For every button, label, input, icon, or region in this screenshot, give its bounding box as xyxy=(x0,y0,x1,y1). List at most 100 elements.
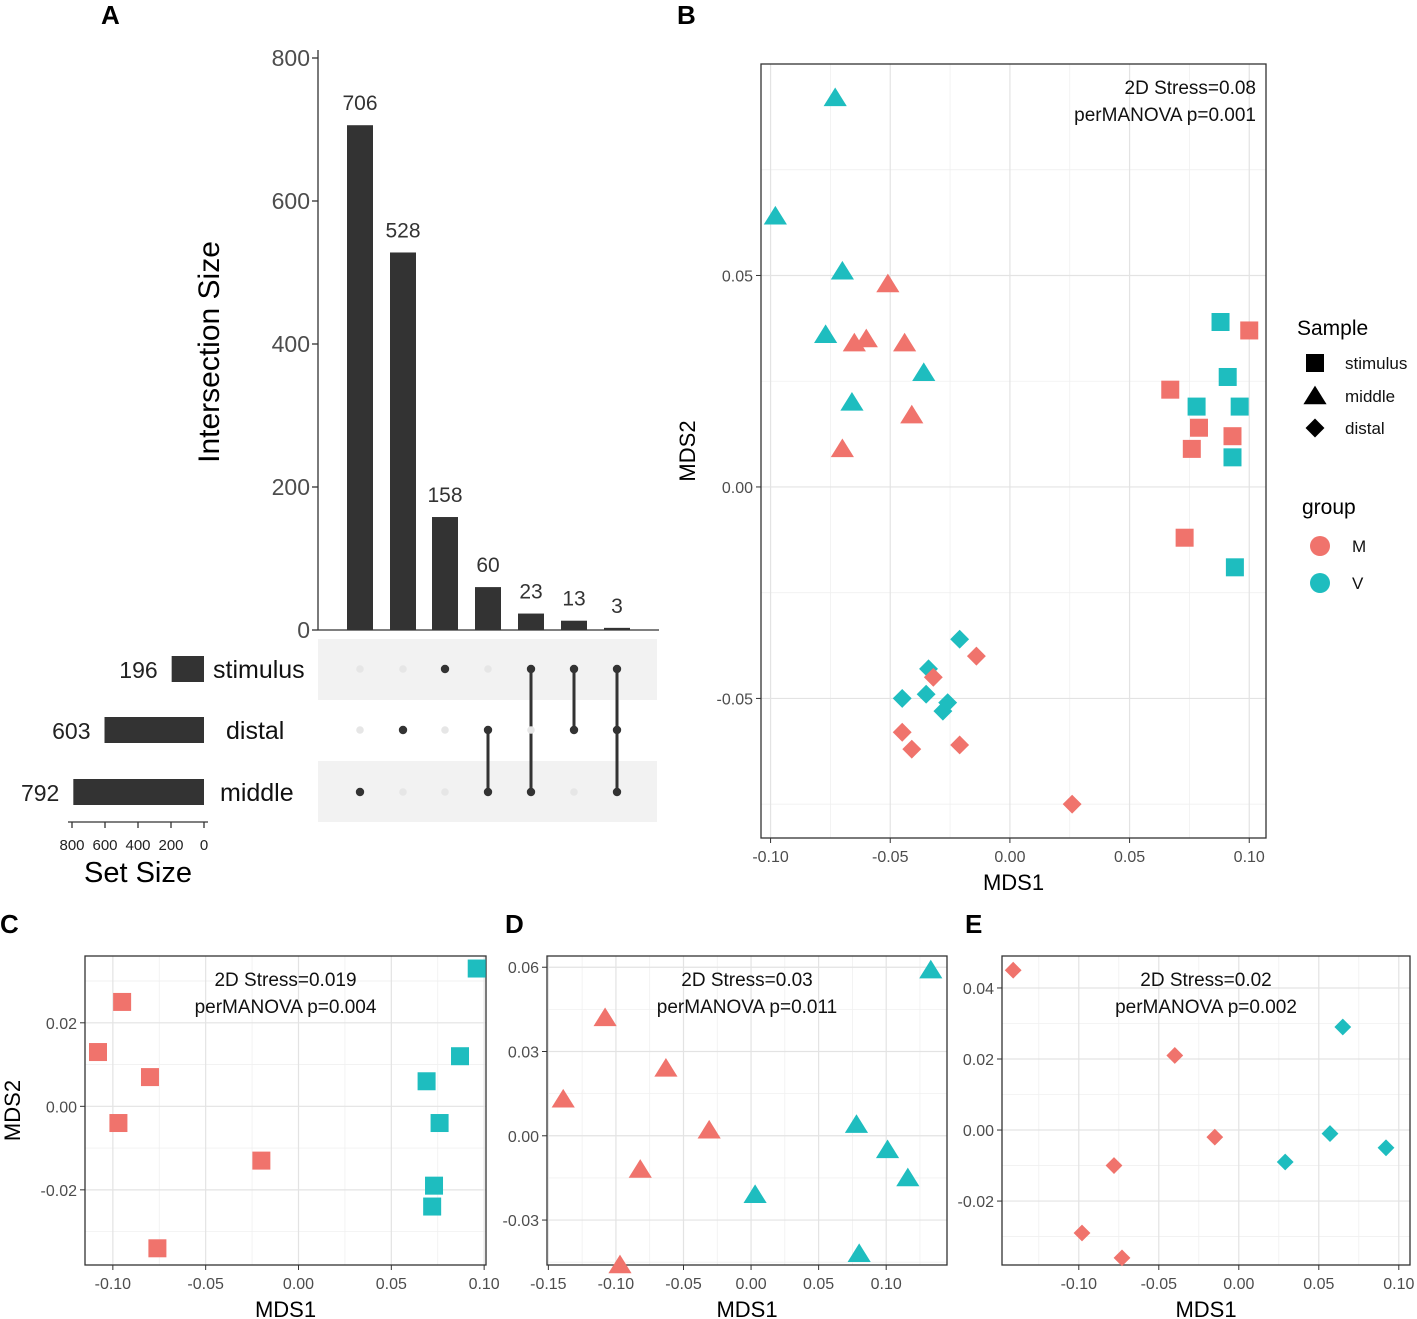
set-size-value: 792 xyxy=(21,780,59,806)
intersection-bar xyxy=(604,627,630,630)
stats-annotation: 2D Stress=0.03 xyxy=(681,970,813,991)
legend-shape-square xyxy=(1306,354,1324,372)
matrix-dot-active xyxy=(526,787,536,797)
matrix-dot-inactive xyxy=(399,665,407,673)
set-size-bar xyxy=(171,656,204,682)
x-tick-label: 0.05 xyxy=(376,1276,407,1293)
legend-title-group: group xyxy=(1302,496,1356,519)
data-point xyxy=(912,362,936,382)
data-point xyxy=(900,404,924,424)
data-point xyxy=(896,1167,920,1187)
data-point xyxy=(854,328,878,348)
plot-background xyxy=(547,956,947,1265)
data-point xyxy=(1377,1139,1395,1157)
legend: Sample stimulus middle distal group MV xyxy=(1297,317,1407,593)
bar-value-label: 528 xyxy=(385,219,420,242)
set-name-label: distal xyxy=(226,717,284,745)
set-name-label: middle xyxy=(220,779,294,807)
stats-annotation: perMANOVA p=0.004 xyxy=(195,997,377,1018)
y-tick-label: 800 xyxy=(272,45,310,71)
data-point xyxy=(966,646,986,666)
data-point xyxy=(1230,397,1249,416)
data-point xyxy=(113,992,132,1011)
intersection-bar xyxy=(390,252,416,631)
mds-plot-stimulus: -0.10 -0.05 0.00 0.05 0.10 -0.02 0.00 0.02 2D St… xyxy=(0,955,500,1319)
matrix-dot-active xyxy=(612,725,622,735)
data-point xyxy=(844,1114,869,1133)
legend-shape-label: distal xyxy=(1345,419,1385,438)
panel-border xyxy=(84,955,487,1266)
intersection-bar xyxy=(518,613,544,630)
matrix-dot-active xyxy=(612,787,622,797)
y-tick-label: 0.06 xyxy=(508,960,539,977)
data-point xyxy=(830,438,854,458)
legend-group-label: M xyxy=(1352,537,1366,556)
set-size-value: 196 xyxy=(119,657,157,683)
x-axis-title: MDS1 xyxy=(1175,1297,1236,1319)
data-point xyxy=(1004,961,1022,979)
data-point xyxy=(140,1068,159,1087)
data-point xyxy=(1334,1018,1352,1036)
data-point xyxy=(842,332,866,352)
plot-background xyxy=(1002,956,1410,1265)
set-size-bar xyxy=(73,779,204,805)
x-tick-label: -0.05 xyxy=(872,849,909,866)
y-tick-label: 0.00 xyxy=(963,1123,994,1140)
set-size-bar xyxy=(104,717,204,743)
x-tick-label: 0.00 xyxy=(735,1276,766,1293)
legend-shape-diamond xyxy=(1305,418,1325,438)
data-point xyxy=(1166,1047,1184,1064)
matrix-dot-active xyxy=(483,787,493,797)
data-point xyxy=(1161,380,1180,399)
stats-annotation: perMANOVA p=0.002 xyxy=(1115,997,1297,1018)
set-size-tick-label: 0 xyxy=(200,837,208,854)
panel-letter-a: A xyxy=(101,0,120,30)
matrix-dot-inactive xyxy=(570,788,578,796)
set-size-tick-label: 400 xyxy=(125,837,150,854)
x-tick-label: -0.15 xyxy=(530,1276,567,1293)
panel-border xyxy=(760,63,1267,839)
intersection-bar xyxy=(475,587,501,630)
data-point xyxy=(902,739,922,759)
data-point xyxy=(451,1047,470,1066)
x-tick-label: 0.05 xyxy=(1303,1276,1334,1293)
data-point xyxy=(763,205,787,225)
matrix-dot-active xyxy=(569,725,579,735)
y-tick-label: -0.03 xyxy=(503,1213,540,1230)
matrix-dot-active xyxy=(526,664,536,674)
data-point xyxy=(1175,528,1194,547)
matrix-dot-active xyxy=(398,725,408,735)
y-axis-title: MDS2 xyxy=(0,1080,25,1141)
legend-title-sample: Sample xyxy=(1297,317,1368,340)
data-point xyxy=(919,659,938,679)
mds-plot-middle: -0.15 -0.10 -0.05 0.00 0.05 0.10 -0.03 0.00 0.03… xyxy=(503,955,948,1319)
data-point xyxy=(551,1088,575,1108)
x-tick-label: -0.05 xyxy=(1141,1276,1178,1293)
y-tick-label: 0.02 xyxy=(963,1052,994,1069)
x-axis-title: MDS1 xyxy=(983,870,1044,895)
data-point xyxy=(893,332,917,352)
y-tick-label: -0.02 xyxy=(41,1183,78,1200)
data-point xyxy=(1218,367,1237,386)
data-point xyxy=(1189,418,1208,437)
y-tick-label: 0.03 xyxy=(508,1045,539,1062)
panel-border xyxy=(546,955,948,1266)
intersection-bar xyxy=(432,517,458,630)
data-point xyxy=(593,1007,617,1027)
x-tick-label: 0.00 xyxy=(994,849,1025,866)
panel-letter-b: B xyxy=(677,0,696,30)
data-point xyxy=(697,1119,721,1139)
data-point xyxy=(1211,313,1230,331)
y-tick-label: 200 xyxy=(272,474,310,500)
bar-value-label: 158 xyxy=(427,484,462,507)
matrix-dot-inactive xyxy=(441,726,449,734)
x-tick-label: 0.10 xyxy=(469,1276,500,1293)
data-point xyxy=(1276,1153,1294,1171)
legend-color-swatch xyxy=(1310,536,1330,556)
data-point xyxy=(923,667,943,687)
panel-border xyxy=(1001,955,1411,1266)
bar-value-label: 13 xyxy=(562,588,585,611)
data-point xyxy=(876,273,900,293)
y-tick-label: 0.02 xyxy=(46,1016,77,1033)
intersection-bar xyxy=(561,620,587,630)
